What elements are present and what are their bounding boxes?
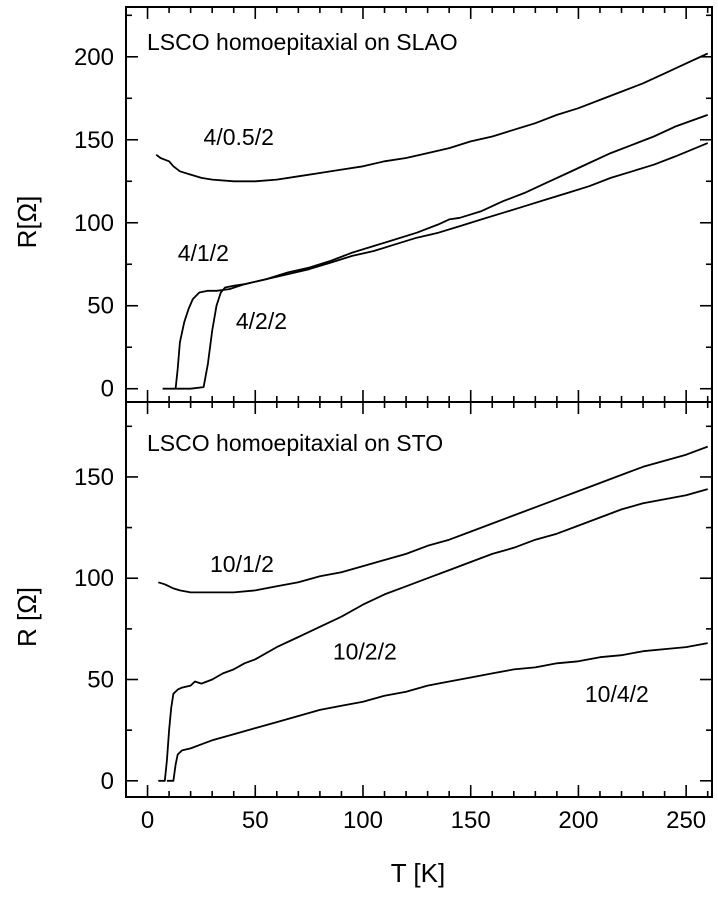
panel-slao-curve-labels: 4/0.5/2 4/1/2 4/2/2	[178, 124, 287, 334]
y-axis-title-sto: R [Ω]	[12, 587, 42, 647]
y-tick-label: 150	[74, 127, 114, 154]
panel-slao-ticks: 0 50 100 150 200	[74, 7, 712, 403]
panel-sto-ticks: 0 50 100 150 0 50 100 150 200 250	[74, 402, 712, 834]
series-line-4-0-5-2	[155, 52, 709, 183]
series-line-10-2-2	[158, 488, 708, 782]
x-tick-label: 150	[451, 807, 491, 834]
y-tick-label: 50	[87, 293, 114, 320]
x-tick-label: 0	[141, 807, 154, 834]
series-label: 10/4/2	[585, 681, 649, 707]
panel-slao: LSCO homoepitaxial on SLAO 050100150200 …	[12, 7, 712, 403]
panel-sto-curves	[158, 445, 709, 782]
y-tick-label: 150	[74, 464, 114, 491]
series-label: 10/2/2	[333, 638, 397, 664]
y-axis-title-slao: R[Ω]	[12, 196, 42, 249]
panel-slao-curves	[155, 52, 709, 390]
series-label: 4/0.5/2	[204, 124, 274, 150]
series-line-4-2-2	[175, 142, 709, 390]
series-line-10-4-2	[166, 642, 708, 782]
x-tick-label: 200	[558, 807, 598, 834]
series-label: 4/1/2	[178, 240, 229, 266]
series-line-4-1-2	[162, 114, 709, 390]
x-tick-label: 50	[242, 807, 269, 834]
y-tick-label: 50	[87, 667, 114, 694]
x-tick-label: 100	[343, 807, 383, 834]
panel-sto-curve-labels: 10/1/2 10/2/2 10/4/2	[210, 551, 649, 707]
x-tick-label: 250	[666, 807, 706, 834]
y-tick-label: 0	[101, 376, 114, 403]
panel-sto: LSCO homoepitaxial on STO 0 50 100 150 0 50 10…	[12, 402, 712, 888]
y-tick-label: 0	[101, 768, 114, 795]
panel-title-slao: LSCO homoepitaxial on SLAO	[147, 29, 458, 55]
series-line-10-1-2	[158, 445, 709, 594]
panel-title-sto: LSCO homoepitaxial on STO	[147, 430, 443, 456]
x-axis-title: T [K]	[391, 858, 445, 888]
y-tick-label: 100	[74, 565, 114, 592]
y-tick-label: 200	[74, 44, 114, 71]
series-label: 10/1/2	[210, 551, 274, 577]
y-tick-label: 100	[74, 210, 114, 237]
series-label: 4/2/2	[236, 308, 287, 334]
